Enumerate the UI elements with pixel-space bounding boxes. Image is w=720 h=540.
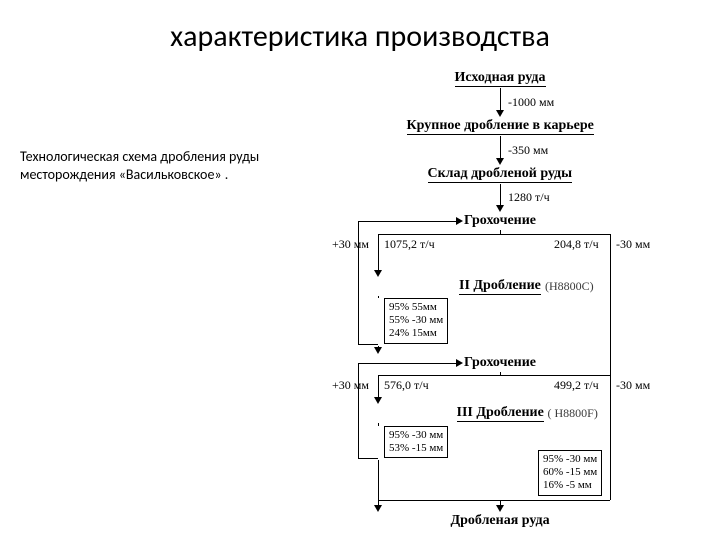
ann-s1-s2: -350 мм: [508, 143, 548, 158]
caption-line1: Технологическая схема дробления руды: [20, 148, 259, 165]
page-title: характеристика производства: [0, 18, 720, 55]
stage-s3: Грохочение: [464, 213, 536, 229]
stage-s6: III Дробление: [457, 405, 544, 421]
split1-left-inner: 576,0 т/ч: [384, 378, 429, 393]
ann-s0-s1: -1000 мм: [508, 95, 554, 110]
stage-s1: Крупное дробление в карьере: [407, 118, 594, 134]
caption-line2: месторождения «Васильковское» .: [20, 166, 228, 183]
equip-s4: (H8800C): [545, 279, 594, 294]
split1-left-outer: +30 мм: [332, 378, 369, 393]
split0-right-inner: 204,8 т/ч: [554, 237, 599, 252]
stage-s5: Грохочение: [464, 355, 536, 371]
stage-s2: Склад дробленой руды: [428, 166, 573, 182]
split1-right-inner: 499,2 т/ч: [554, 378, 599, 393]
right-branch-specbox: 95% -30 мм60% -15 мм16% -5 мм: [538, 450, 602, 496]
specbox-s6: 95% -30 мм53% -15 мм: [384, 426, 448, 458]
stage-s0: Исходная руда: [455, 70, 546, 86]
ann-s2-s3: 1280 т/ч: [508, 190, 550, 205]
stage-s4: II Дробление: [459, 278, 541, 294]
split0-left-outer: +30 мм: [332, 237, 369, 252]
split0-left-inner: 1075,2 т/ч: [384, 237, 435, 252]
split0-right-outer: -30 мм: [616, 237, 650, 252]
caption: Технологическая схема дробления руды мес…: [20, 148, 259, 183]
equip-s6: ( H8800F): [548, 406, 598, 421]
specbox-s4: 95% 55мм55% -30 мм24% 15мм: [384, 298, 448, 344]
stage-s7: Дробленая руда: [451, 513, 550, 529]
split1-right-outer: -30 мм: [616, 378, 650, 393]
